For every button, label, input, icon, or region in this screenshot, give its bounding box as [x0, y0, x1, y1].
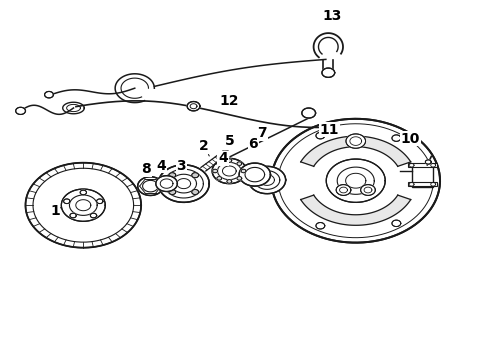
- Polygon shape: [70, 213, 76, 218]
- Polygon shape: [316, 222, 325, 229]
- Text: 7: 7: [257, 126, 267, 140]
- Polygon shape: [248, 166, 286, 194]
- Polygon shape: [227, 180, 232, 183]
- Polygon shape: [392, 220, 401, 226]
- Polygon shape: [237, 177, 242, 180]
- Text: 1: 1: [50, 204, 60, 217]
- Text: 8: 8: [141, 162, 151, 176]
- Polygon shape: [16, 107, 25, 114]
- Polygon shape: [61, 189, 105, 221]
- Polygon shape: [169, 173, 176, 178]
- Polygon shape: [316, 132, 325, 139]
- Polygon shape: [64, 199, 70, 204]
- Polygon shape: [301, 136, 411, 166]
- Text: 4: 4: [218, 152, 228, 165]
- Polygon shape: [301, 195, 411, 225]
- Polygon shape: [45, 91, 53, 98]
- Polygon shape: [237, 162, 242, 165]
- Polygon shape: [169, 189, 176, 194]
- Polygon shape: [241, 169, 246, 173]
- Polygon shape: [425, 160, 431, 164]
- FancyBboxPatch shape: [408, 182, 437, 186]
- Polygon shape: [227, 159, 232, 162]
- Polygon shape: [192, 189, 198, 194]
- Polygon shape: [212, 158, 246, 184]
- Polygon shape: [271, 119, 440, 243]
- Text: 6: 6: [248, 137, 258, 151]
- Polygon shape: [361, 185, 375, 195]
- Text: 12: 12: [220, 94, 239, 108]
- Polygon shape: [346, 134, 366, 148]
- Polygon shape: [192, 173, 198, 178]
- Text: 4: 4: [157, 159, 167, 172]
- Polygon shape: [156, 176, 177, 192]
- Text: 11: 11: [319, 123, 339, 136]
- Polygon shape: [213, 169, 218, 173]
- Polygon shape: [217, 162, 221, 165]
- Polygon shape: [392, 135, 401, 141]
- Polygon shape: [326, 159, 385, 202]
- Polygon shape: [187, 102, 200, 111]
- Polygon shape: [322, 68, 335, 77]
- Polygon shape: [25, 163, 141, 248]
- Polygon shape: [90, 213, 97, 218]
- Text: 2: 2: [198, 139, 208, 153]
- Polygon shape: [80, 190, 86, 195]
- Polygon shape: [138, 177, 163, 195]
- Polygon shape: [302, 108, 316, 118]
- Polygon shape: [97, 199, 103, 204]
- Polygon shape: [336, 185, 351, 195]
- Text: 3: 3: [176, 159, 186, 172]
- Polygon shape: [239, 163, 270, 186]
- Text: 13: 13: [322, 9, 342, 23]
- FancyBboxPatch shape: [408, 163, 437, 167]
- Text: 5: 5: [224, 134, 234, 148]
- Polygon shape: [158, 165, 209, 202]
- Text: 10: 10: [401, 132, 420, 145]
- FancyBboxPatch shape: [412, 165, 433, 187]
- Polygon shape: [217, 177, 221, 180]
